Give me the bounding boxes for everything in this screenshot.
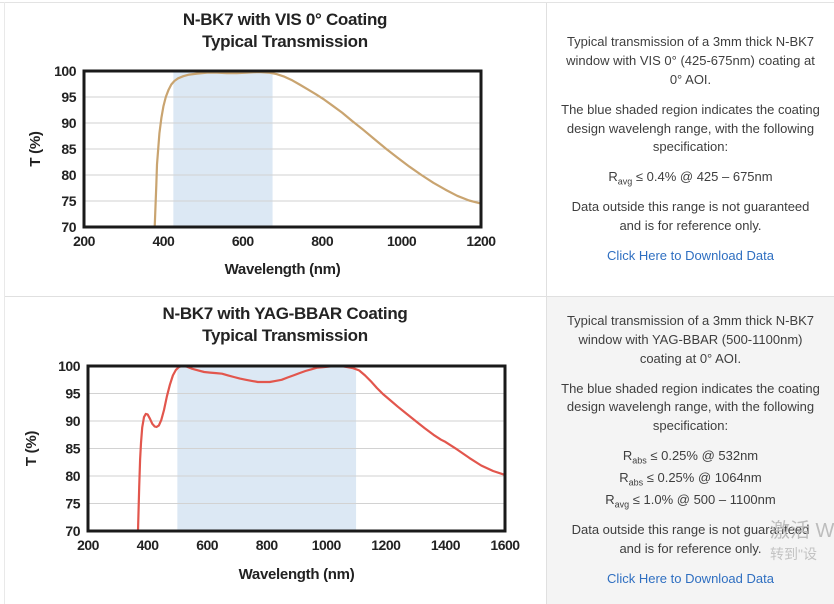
- yag-download-data-link[interactable]: Click Here to Download Data: [607, 571, 774, 587]
- yag-info-panel: Typical transmission of a 3mm thick N-BK…: [547, 297, 834, 604]
- svg-text:T (%): T (%): [23, 431, 40, 466]
- svg-text:800: 800: [311, 233, 334, 249]
- svg-text:75: 75: [65, 496, 80, 512]
- svg-text:80: 80: [61, 167, 76, 183]
- svg-text:T (%): T (%): [27, 131, 44, 166]
- svg-text:85: 85: [65, 441, 80, 457]
- svg-text:600: 600: [232, 233, 255, 249]
- svg-text:90: 90: [61, 115, 76, 131]
- yag-shaded-region-note: The blue shaded region indicates the coa…: [561, 380, 820, 434]
- vis-chart-subtitle: Typical Transmission: [202, 32, 368, 51]
- yag-chart-title: N-BK7 with YAG-BBAR Coating: [162, 304, 408, 323]
- svg-text:200: 200: [77, 537, 100, 553]
- yag-spec-line-1064: Rabs ≤ 0.25% @ 1064nm: [619, 469, 762, 488]
- svg-text:1600: 1600: [490, 537, 520, 553]
- vis-info-panel: Typical transmission of a 3mm thick N-BK…: [547, 3, 834, 296]
- svg-text:1200: 1200: [371, 537, 401, 553]
- yag-description: Typical transmission of a 3mm thick N-BK…: [566, 313, 815, 366]
- svg-text:400: 400: [137, 537, 160, 553]
- yag-disclaimer: Data outside this range is not guarantee…: [571, 522, 810, 557]
- vis-download-data-link[interactable]: Click Here to Download Data: [607, 248, 774, 263]
- yag-transmission-chart: 200 400 600 800 1000 1200 1400 1600 70 75 80 85 90 95…: [23, 358, 521, 583]
- column-divider: [546, 3, 547, 604]
- vis-spec-line: Ravg ≤ 0.4% @ 425 – 675nm: [608, 168, 773, 187]
- svg-text:1000: 1000: [312, 537, 342, 553]
- top-border-line: [0, 2, 834, 3]
- svg-text:1200: 1200: [466, 233, 496, 249]
- vis-chart-title: N-BK7 with VIS 0° Coating: [182, 10, 388, 29]
- svg-text:95: 95: [61, 89, 76, 105]
- svg-text:75: 75: [61, 193, 76, 209]
- row-divider: [5, 296, 834, 297]
- vis-transmission-chart: 200 400 600 800 1000 1200 70 75 80 85 90 95 100 Wavel…: [27, 63, 497, 278]
- svg-text:Wavelength (nm): Wavelength (nm): [225, 261, 341, 278]
- svg-text:Wavelength (nm): Wavelength (nm): [239, 566, 355, 583]
- vis-description: Typical transmission of a 3mm thick N-BK…: [566, 34, 815, 87]
- svg-text:800: 800: [256, 537, 279, 553]
- yag-panel-background: [547, 297, 834, 604]
- svg-text:1400: 1400: [431, 537, 461, 553]
- vis-shaded-region-note: The blue shaded region indicates the coa…: [561, 101, 820, 155]
- svg-text:85: 85: [61, 141, 76, 157]
- svg-text:400: 400: [152, 233, 175, 249]
- svg-text:70: 70: [65, 523, 80, 539]
- yag-spec-line-532: Rabs ≤ 0.25% @ 532nm: [622, 447, 759, 466]
- yag-chart-subtitle: Typical Transmission: [202, 326, 368, 345]
- svg-text:90: 90: [65, 413, 80, 429]
- svg-text:95: 95: [65, 386, 80, 402]
- svg-text:70: 70: [61, 219, 76, 235]
- left-border-line: [4, 2, 5, 604]
- svg-text:200: 200: [73, 233, 96, 249]
- svg-text:100: 100: [54, 63, 77, 79]
- svg-text:600: 600: [196, 537, 219, 553]
- svg-text:1000: 1000: [387, 233, 417, 249]
- vis-disclaimer: Data outside this range is not guarantee…: [571, 199, 810, 234]
- vis-spec-block: Ravg ≤ 0.4% @ 425 – 675nm: [608, 167, 772, 189]
- yag-spec-block: Rabs ≤ 0.25% @ 532nm Rabs ≤ 0.25% @ 1064…: [605, 446, 775, 512]
- svg-text:100: 100: [58, 358, 81, 374]
- yag-spec-line-avg: Ravg ≤ 1.0% @ 500 – 1100nm: [605, 491, 776, 510]
- svg-text:80: 80: [65, 468, 80, 484]
